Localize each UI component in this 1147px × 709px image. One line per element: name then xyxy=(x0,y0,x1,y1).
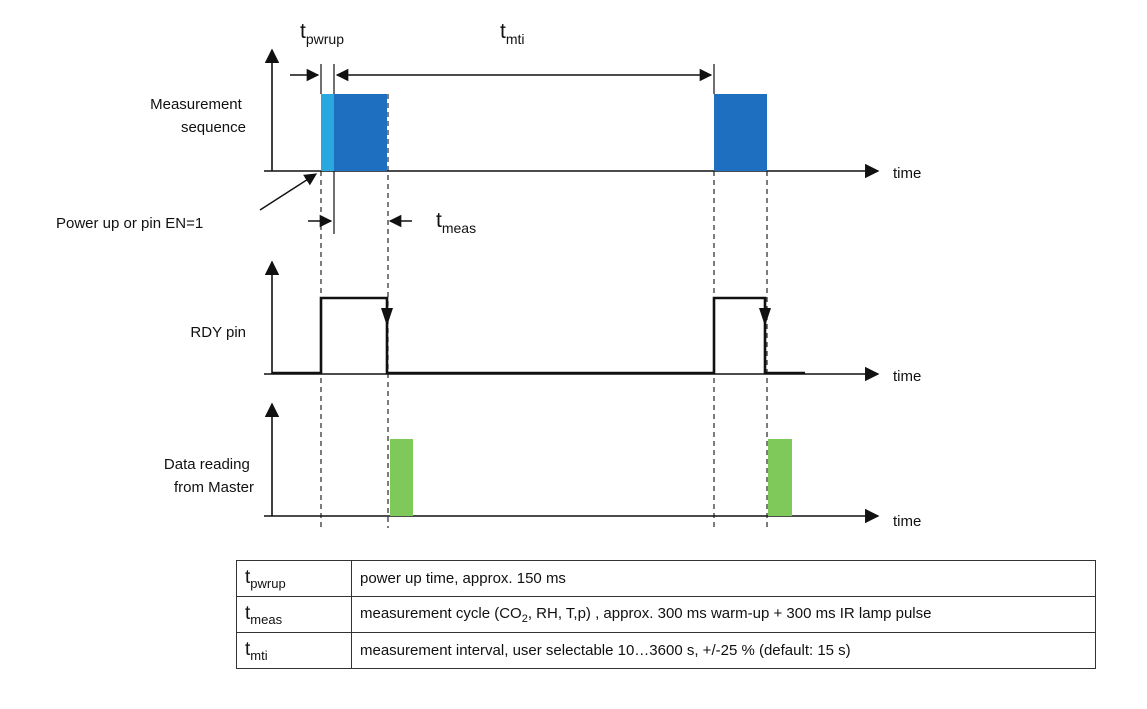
guide-lines xyxy=(320,94,768,528)
symbol-cell: tmti xyxy=(236,632,352,669)
data-row-label: Data reading from Master xyxy=(164,456,254,496)
meas-block-2 xyxy=(714,94,767,171)
rdy-signal xyxy=(272,296,805,375)
description-cell: measurement interval, user selectable 10… xyxy=(351,632,1096,669)
pwrup-block xyxy=(321,94,334,171)
symbol-cell: tmeas xyxy=(236,596,352,633)
rdy-time-label: time xyxy=(893,368,921,385)
description-cell: measurement cycle (CO2, RH, T,p) , appro… xyxy=(351,596,1096,633)
data-time-label: time xyxy=(893,513,921,530)
seq-row-label: Measurement sequence xyxy=(150,96,246,136)
rdy-fall-arrow-2 xyxy=(759,308,771,326)
rdy-fall-arrow-1 xyxy=(381,308,393,326)
meas-block-1 xyxy=(334,94,387,171)
t-mti-label: tmti xyxy=(500,20,525,47)
seq-time-label: time xyxy=(893,165,921,182)
power-up-label: Power up or pin EN=1 xyxy=(56,215,203,232)
description-cell: power up time, approx. 150 ms xyxy=(351,560,1096,597)
table-row: tmeas measurement cycle (CO2, RH, T,p) ,… xyxy=(236,596,1096,633)
data-block-2 xyxy=(768,439,792,516)
data-row-label-line1: Data reading xyxy=(164,456,250,473)
power-up-arrow xyxy=(259,173,318,211)
data-row-label-line2: from Master xyxy=(174,479,254,496)
seq-row-label-line1: Measurement xyxy=(150,96,243,113)
seq-row-label-line2: sequence xyxy=(181,119,246,136)
t-meas-label: tmeas xyxy=(436,209,476,236)
symbol-cell: tpwrup xyxy=(236,560,352,597)
definitions-table: tpwrup power up time, approx. 150 ms tme… xyxy=(236,560,1096,669)
table-row: tpwrup power up time, approx. 150 ms xyxy=(236,560,1096,597)
table-row: tmti measurement interval, user selectab… xyxy=(236,632,1096,669)
rdy-row-label: RDY pin xyxy=(190,324,246,341)
t-pwrup-label: tpwrup xyxy=(300,20,344,47)
data-block-1 xyxy=(390,439,413,516)
